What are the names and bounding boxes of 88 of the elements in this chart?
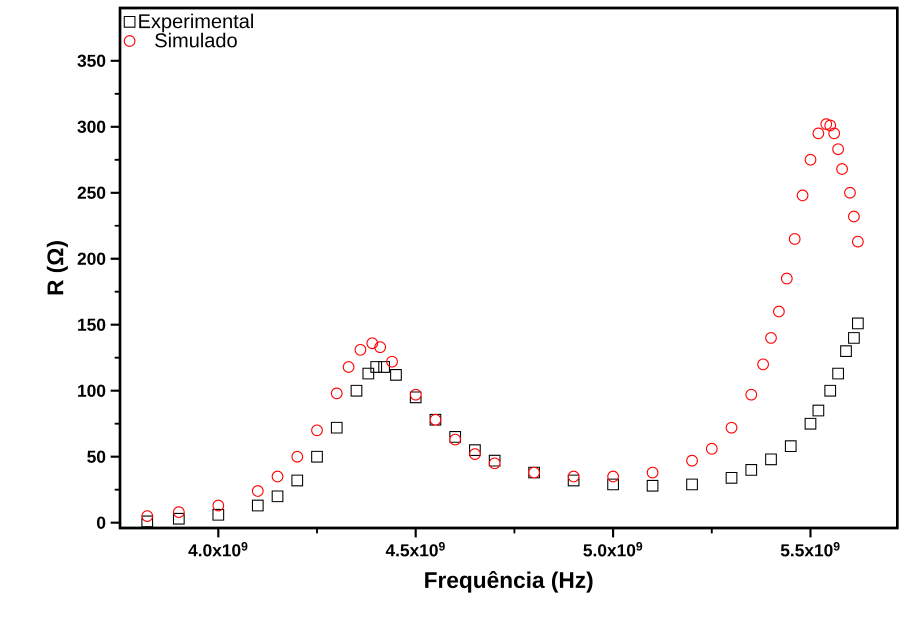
point	[784, 440, 797, 452]
x-tick-label: 4.5x10$^{9}$	[386, 542, 445, 556]
point	[812, 128, 824, 140]
point	[646, 480, 658, 492]
point	[804, 418, 816, 430]
point	[780, 272, 793, 284]
point	[141, 510, 154, 522]
point	[272, 470, 284, 482]
point	[804, 154, 816, 166]
point	[370, 361, 382, 373]
y-tick-label: 300	[77, 120, 106, 133]
point	[686, 454, 698, 467]
point	[488, 454, 501, 467]
point	[488, 457, 501, 470]
point	[410, 388, 422, 401]
point	[824, 120, 836, 132]
y-axis-title: R (Ω)	[46, 241, 68, 294]
y-tick-label: 350	[77, 54, 106, 67]
point	[386, 356, 398, 368]
point	[410, 391, 422, 404]
x-tick-label: 5.5x10$^{9}$	[780, 542, 840, 556]
point	[378, 361, 390, 373]
point	[291, 450, 304, 463]
point	[212, 508, 224, 521]
point	[820, 118, 832, 130]
point	[469, 444, 481, 456]
point	[828, 128, 840, 140]
point	[686, 478, 698, 490]
point	[832, 143, 844, 156]
point	[773, 306, 785, 318]
point	[745, 388, 758, 401]
x-tick-label: 4.0x10$^{9}$	[188, 542, 248, 556]
point	[848, 332, 860, 344]
point	[646, 466, 658, 478]
point	[726, 472, 738, 484]
point	[607, 478, 619, 490]
point	[172, 512, 185, 525]
point	[272, 490, 284, 502]
point	[848, 210, 860, 222]
point	[212, 500, 224, 512]
point	[706, 442, 718, 455]
point	[765, 453, 777, 466]
point	[840, 345, 852, 357]
legend-label: Experimental	[139, 14, 253, 32]
x-axis-title: Frequência (Hz)	[425, 570, 593, 593]
point	[796, 190, 808, 202]
y-tick-label: 50	[87, 450, 106, 463]
point	[757, 358, 769, 370]
y-tick-label: 150	[78, 318, 106, 331]
point	[330, 422, 343, 434]
point	[252, 485, 264, 497]
point	[788, 233, 801, 245]
y-tick-label: 0	[97, 516, 106, 529]
point	[354, 344, 366, 356]
point	[172, 506, 185, 518]
point	[390, 369, 402, 381]
point	[366, 337, 378, 350]
y-tick-label: 250	[78, 186, 106, 199]
point	[852, 318, 864, 330]
point	[824, 384, 836, 397]
y-tick-label: 200	[78, 252, 106, 265]
point	[350, 384, 362, 397]
point	[568, 470, 580, 482]
legend-label: Simulado	[155, 32, 237, 48]
point	[342, 361, 354, 373]
point	[330, 387, 343, 400]
point	[362, 368, 374, 380]
point	[745, 464, 758, 476]
point	[141, 516, 154, 528]
y-tick-label: 100	[78, 384, 106, 397]
point	[469, 448, 481, 460]
point	[832, 368, 844, 380]
point	[311, 424, 323, 436]
point	[836, 163, 848, 175]
point	[607, 470, 619, 482]
point	[311, 450, 323, 463]
point	[252, 500, 264, 512]
point	[291, 474, 304, 486]
point	[568, 474, 580, 486]
point	[765, 332, 777, 344]
point	[844, 186, 856, 199]
point	[374, 341, 386, 354]
point	[852, 236, 864, 248]
x-tick-label: 5.0x10$^{9}$	[583, 542, 642, 556]
point	[449, 434, 462, 446]
point	[726, 422, 738, 434]
point	[812, 404, 824, 416]
point	[449, 431, 462, 443]
